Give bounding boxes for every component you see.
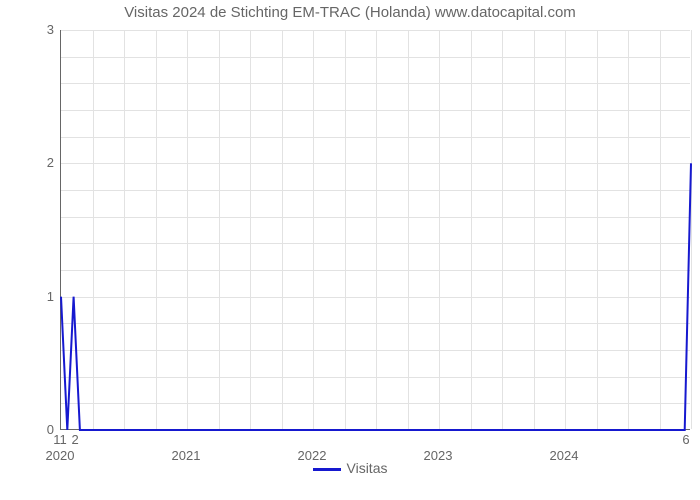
x-axis-tick-label: 2020 — [46, 448, 75, 463]
chart-title: Visitas 2024 de Stichting EM-TRAC (Holan… — [0, 4, 700, 21]
series-line — [61, 30, 691, 430]
y-axis-tick-label: 1 — [30, 289, 54, 304]
gridline-vertical — [691, 30, 692, 429]
visits-line-chart: Visitas 2024 de Stichting EM-TRAC (Holan… — [0, 0, 700, 500]
data-point-label: 2 — [71, 432, 78, 447]
y-axis-tick-label: 3 — [30, 22, 54, 37]
legend-swatch — [313, 468, 341, 471]
data-point-label: 11 — [53, 432, 67, 447]
y-axis-tick-label: 2 — [30, 155, 54, 170]
chart-legend: Visitas — [0, 460, 700, 476]
plot-area — [60, 30, 690, 430]
y-axis-tick-label: 0 — [30, 422, 54, 437]
legend-label: Visitas — [347, 460, 388, 476]
x-axis-tick-label: 2021 — [172, 448, 201, 463]
data-point-label: 6 — [682, 432, 689, 447]
x-axis-tick-label: 2023 — [424, 448, 453, 463]
x-axis-tick-label: 2024 — [550, 448, 579, 463]
x-axis-tick-label: 2022 — [298, 448, 327, 463]
